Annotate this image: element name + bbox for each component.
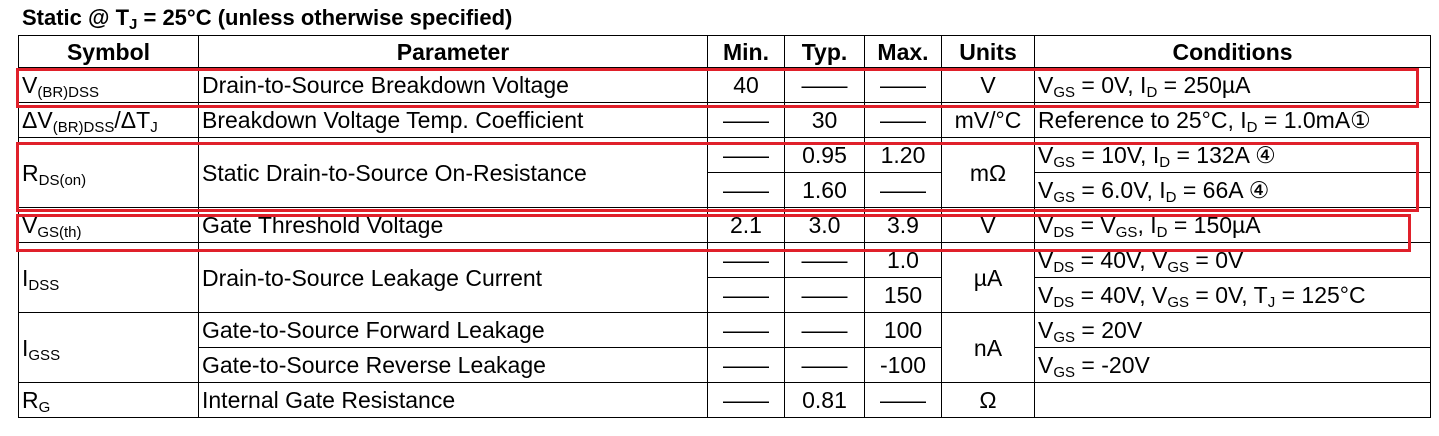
table-row: ΔV(BR)DSS/ΔTJ Breakdown Voltage Temp. Co… (18, 102, 1431, 138)
parameter-cell: Gate-to-Source Reverse Leakage (198, 347, 708, 383)
min-cell: —— (707, 172, 785, 208)
header-min: Min. (707, 35, 785, 68)
header-conditions: Conditions (1034, 35, 1431, 68)
parameter-cell: Drain-to-Source Breakdown Voltage (198, 67, 708, 103)
parameter-cell: Static Drain-to-Source On-Resistance (198, 137, 708, 208)
conditions-cell: VDS = 40V, VGS = 0V (1034, 242, 1431, 278)
min-cell: —— (707, 312, 785, 348)
max-cell: 1.0 (864, 242, 942, 278)
min-cell: 40 (707, 67, 785, 103)
symbol-cell: ΔV(BR)DSS/ΔTJ (18, 102, 199, 138)
header-row: Symbol Parameter Min. Typ. Max. Units Co… (18, 35, 1431, 68)
symbol-cell: VGS(th) (18, 207, 199, 243)
max-cell: —— (864, 172, 942, 208)
typ-cell: —— (784, 67, 865, 103)
min-cell: —— (707, 347, 785, 383)
table-row: IDSS Drain-to-Source Leakage Current —— … (18, 242, 1431, 313)
typ-cell: —— (784, 277, 865, 313)
table-row: VGS(th) Gate Threshold Voltage 2.1 3.0 3… (18, 207, 1431, 243)
min-cell: —— (707, 277, 785, 313)
units-cell: mΩ (941, 137, 1035, 208)
typ-cell: 0.81 (784, 382, 865, 418)
table-row: RDS(on) Static Drain-to-Source On-Resist… (18, 137, 1431, 208)
max-cell: —— (864, 382, 942, 418)
max-cell: 3.9 (864, 207, 942, 243)
units-cell: mV/°C (941, 102, 1035, 138)
symbol-cell: RDS(on) (18, 137, 199, 208)
min-cell: —— (707, 242, 785, 278)
units-cell: Ω (941, 382, 1035, 418)
table-row: V(BR)DSS Drain-to-Source Breakdown Volta… (18, 67, 1431, 103)
section-title: Static @ TJ = 25°C (unless otherwise spe… (22, 5, 513, 33)
min-cell: —— (707, 102, 785, 138)
typ-cell: —— (784, 242, 865, 278)
header-max: Max. (864, 35, 942, 68)
parameter-cell: Drain-to-Source Leakage Current (198, 242, 708, 313)
units-cell: V (941, 67, 1035, 103)
conditions-cell: VGS = 10V, ID = 132A ④ (1034, 137, 1431, 173)
units-cell: nA (941, 312, 1035, 383)
units-cell: V (941, 207, 1035, 243)
typ-cell: —— (784, 312, 865, 348)
conditions-cell: VGS = -20V (1034, 347, 1431, 383)
conditions-cell: VGS = 20V (1034, 312, 1431, 348)
parameter-cell: Internal Gate Resistance (198, 382, 708, 418)
units-cell: µA (941, 242, 1035, 313)
parameter-cell: Gate-to-Source Forward Leakage (198, 312, 708, 348)
header-symbol: Symbol (18, 35, 199, 68)
max-cell: -100 (864, 347, 942, 383)
min-cell: —— (707, 382, 785, 418)
max-cell: —— (864, 67, 942, 103)
header-typ: Typ. (784, 35, 865, 68)
table-row: IGSS Gate-to-Source Forward Leakage —— —… (18, 312, 1431, 383)
max-cell: —— (864, 102, 942, 138)
max-cell: 1.20 (864, 137, 942, 173)
header-units: Units (941, 35, 1035, 68)
symbol-cell: V(BR)DSS (18, 67, 199, 103)
symbol-cell: IDSS (18, 242, 199, 313)
typ-cell: 30 (784, 102, 865, 138)
typ-cell: 1.60 (784, 172, 865, 208)
symbol-cell: IGSS (18, 312, 199, 383)
conditions-cell: VDS = 40V, VGS = 0V, TJ = 125°C (1034, 277, 1431, 313)
conditions-cell: VDS = VGS, ID = 150µA (1034, 207, 1431, 243)
symbol-cell: RG (18, 382, 199, 418)
conditions-cell (1034, 382, 1431, 418)
parameter-cell: Breakdown Voltage Temp. Coefficient (198, 102, 708, 138)
static-characteristics-table: Symbol Parameter Min. Typ. Max. Units Co… (18, 35, 1431, 418)
conditions-cell: VGS = 0V, ID = 250µA (1034, 67, 1431, 103)
min-cell: 2.1 (707, 207, 785, 243)
typ-cell: 3.0 (784, 207, 865, 243)
header-parameter: Parameter (198, 35, 708, 68)
table-row: RG Internal Gate Resistance —— 0.81 —— Ω (18, 382, 1431, 418)
table-row: Gate-to-Source Reverse Leakage —— —— -10… (19, 347, 1431, 383)
max-cell: 150 (864, 277, 942, 313)
typ-cell: —— (784, 347, 865, 383)
conditions-cell: VGS = 6.0V, ID = 66A ④ (1034, 172, 1431, 208)
max-cell: 100 (864, 312, 942, 348)
conditions-cell: Reference to 25°C, ID = 1.0mA① (1034, 102, 1431, 138)
parameter-cell: Gate Threshold Voltage (198, 207, 708, 243)
typ-cell: 0.95 (784, 137, 865, 173)
min-cell: —— (707, 137, 785, 173)
table-row: —— —— 150 VDS = 40V, VGS = 0V, TJ = 125°… (19, 277, 1431, 313)
